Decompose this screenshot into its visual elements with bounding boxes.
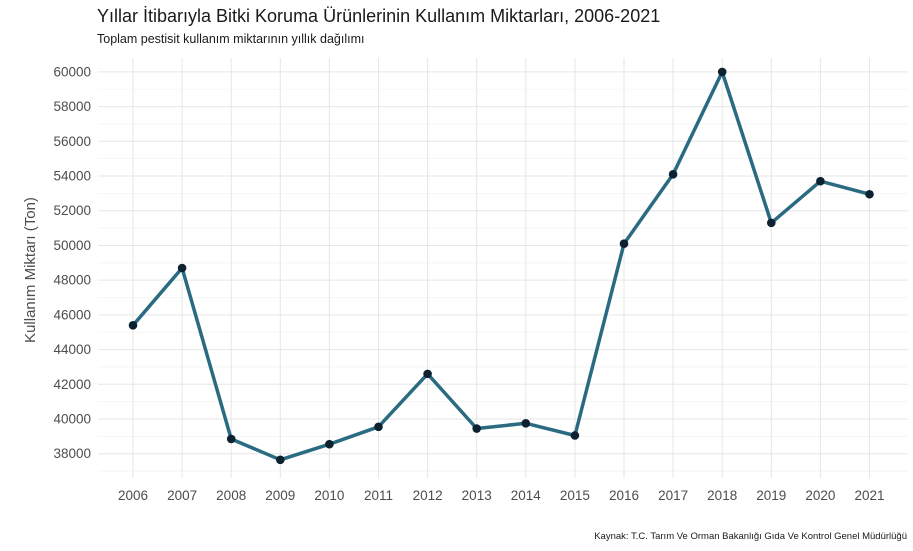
x-tick-label: 2012	[413, 488, 443, 503]
y-tick-label: 40000	[53, 411, 91, 426]
x-tick-label: 2014	[511, 488, 542, 503]
x-tick-label: 2018	[707, 488, 737, 503]
data-point	[325, 439, 334, 449]
x-tick-label: 2017	[658, 488, 688, 503]
y-tick-label: 58000	[53, 99, 91, 114]
x-tick-label: 2016	[609, 488, 639, 503]
data-point	[374, 422, 383, 432]
data-point	[717, 67, 727, 77]
data-point	[276, 455, 285, 465]
grid-lines	[98, 58, 908, 478]
data-point	[226, 434, 236, 444]
y-tick-label: 50000	[53, 238, 91, 253]
chart-title: Yıllar İtibarıyla Bitki Koruma Ürünlerin…	[97, 6, 661, 26]
data-point	[865, 189, 874, 199]
x-tick-label: 2008	[216, 488, 246, 503]
x-tick-label: 2007	[167, 488, 197, 503]
x-tick-labels: 2006 2007 2008 2009 2010 2011 2012 2013 2014 2015…	[118, 488, 885, 503]
y-tick-label: 42000	[53, 377, 91, 392]
x-tick-label: 2013	[462, 488, 492, 503]
data-point	[570, 431, 580, 440]
y-tick-labels: 38000 40000 42000 44000 46000 48000 50000 52000…	[53, 64, 91, 461]
y-tick-label: 38000	[53, 446, 91, 461]
data-point	[521, 419, 531, 428]
x-tick-label: 2021	[854, 488, 884, 503]
data-points	[128, 67, 874, 465]
y-tick-label: 52000	[53, 203, 91, 218]
y-tick-label: 44000	[53, 342, 91, 357]
data-point	[423, 369, 432, 379]
series-line-path	[131, 70, 872, 462]
data-point	[128, 320, 138, 330]
data-point	[177, 263, 187, 273]
y-tick-label: 60000	[53, 64, 91, 79]
series-line	[131, 70, 872, 462]
x-tick-label: 2011	[364, 488, 393, 503]
source-caption: Kaynak: T.C. Tarım Ve Orman Bakanlığı Gı…	[594, 531, 907, 542]
x-tick-label: 2010	[314, 488, 344, 503]
x-tick-label: 2020	[805, 488, 835, 503]
y-tick-label: 56000	[53, 134, 91, 149]
x-tick-label: 2015	[560, 488, 590, 503]
x-tick-label: 2019	[756, 488, 786, 503]
y-tick-label: 54000	[53, 169, 91, 184]
data-point	[668, 169, 678, 179]
x-tick-label: 2009	[265, 488, 295, 503]
chart-subtitle: Toplam pestisit kullanım miktarının yıll…	[97, 32, 365, 46]
data-point	[816, 176, 825, 186]
data-point	[767, 218, 776, 228]
data-point	[472, 424, 482, 433]
y-tick-label: 46000	[53, 307, 91, 322]
x-tick-label: 2006	[118, 488, 148, 503]
data-point	[619, 239, 629, 249]
y-axis-title: Kullanım Miktarı (Ton)	[22, 197, 39, 343]
y-tick-label: 48000	[53, 273, 91, 288]
